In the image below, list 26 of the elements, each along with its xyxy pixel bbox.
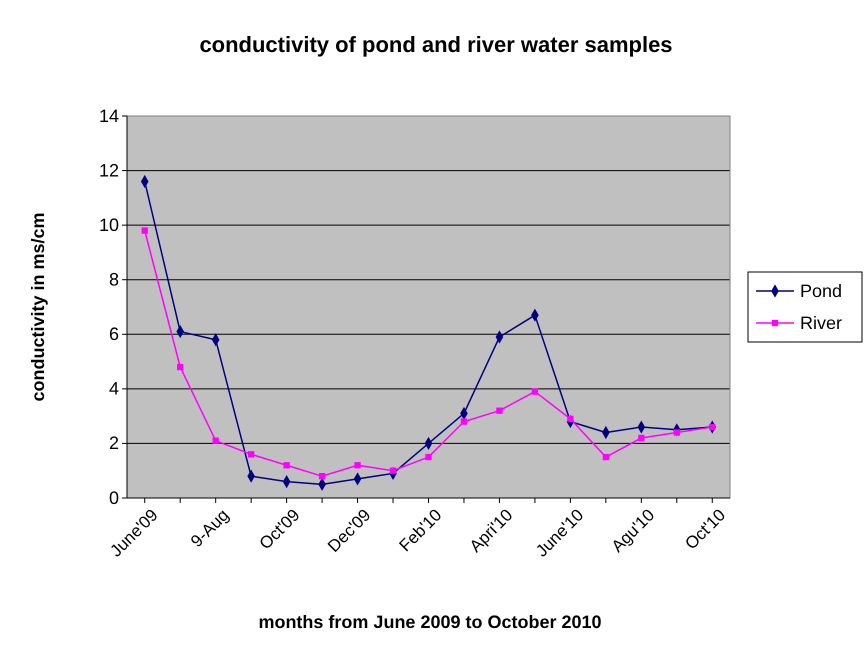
y-tick-label: 8 [108,269,119,290]
legend-label: River [800,313,842,333]
point [602,454,610,460]
point [460,418,468,425]
y-tick-label: 0 [108,488,119,508]
point [532,388,538,395]
point [248,451,254,458]
y-axis-title: conductivity in ms/cm [28,212,48,402]
point [425,454,432,460]
point [638,434,644,442]
chart-title: conductivity of pond and river water samples [199,32,673,57]
x-axis-title: months from June 2009 to October 2010 [258,612,602,632]
y-tick-label: 2 [108,433,119,454]
y-tick-label: 14 [98,106,119,126]
point [354,462,361,468]
point [318,473,326,480]
y-tick-label: 4 [108,378,119,399]
y-tick-label: 10 [98,214,119,235]
y-tick-label: 12 [98,160,119,180]
legend-label: Pond [800,281,842,301]
point [283,462,290,468]
y-tick-label: 6 [108,324,119,344]
point [177,364,184,370]
point [496,408,503,414]
point [212,438,219,444]
point [142,227,148,234]
